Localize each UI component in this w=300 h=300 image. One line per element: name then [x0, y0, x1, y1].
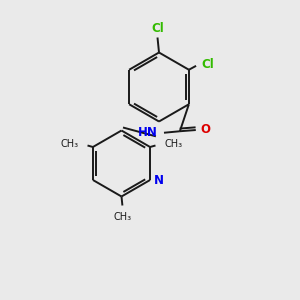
Text: Cl: Cl: [202, 58, 214, 71]
Text: CH₃: CH₃: [164, 139, 183, 149]
Text: CH₃: CH₃: [60, 139, 79, 149]
Text: N: N: [154, 173, 164, 187]
Text: CH₃: CH₃: [114, 212, 132, 221]
Text: Cl: Cl: [151, 22, 164, 35]
Text: O: O: [201, 123, 211, 136]
Text: HN: HN: [137, 126, 158, 139]
